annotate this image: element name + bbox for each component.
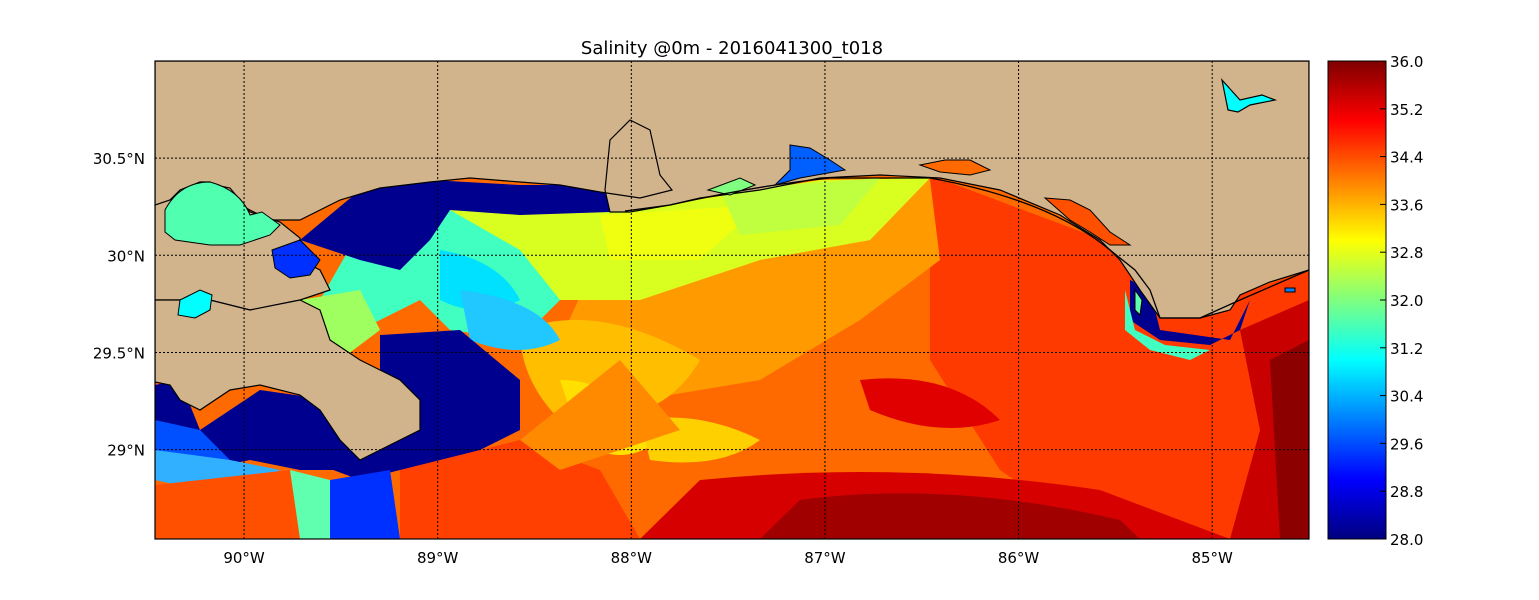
y-tick-label: 30.5°N (93, 150, 145, 168)
colorbar-tick-label: 33.6 (1390, 196, 1423, 214)
colorbar-tick-label: 31.2 (1390, 340, 1423, 358)
x-tick-label: 87°W (804, 549, 846, 567)
y-tick-label: 29.5°N (93, 344, 145, 362)
colorbar-bar (1327, 60, 1387, 540)
x-tick-label: 88°W (611, 549, 653, 567)
colorbar-tick-label: 34.4 (1390, 149, 1423, 167)
x-axis-ticks: 90°W 89°W 88°W 87°W 86°W 85°W (223, 549, 1233, 567)
x-tick-label: 90°W (223, 549, 265, 567)
gridlines (155, 61, 1309, 539)
colorbar-tick-label: 32.8 (1390, 244, 1423, 262)
x-tick-label: 89°W (417, 549, 459, 567)
coastline-central (624, 177, 930, 212)
inland-water (164, 144, 1296, 319)
salinity-field (155, 130, 1309, 539)
colorbar-tick-label: 29.6 (1390, 435, 1423, 453)
colorbar-ticks: 28.0 28.8 29.6 30.4 31.2 32.0 32.8 33.6 34.4 35.2… (1380, 53, 1423, 549)
colorbar-tick-label: 28.0 (1390, 531, 1423, 549)
y-axis-ticks: 30.5°N 30°N 29.5°N 29°N (93, 150, 145, 459)
y-tick-label: 29°N (107, 442, 145, 460)
colorbar-tick-label: 30.4 (1390, 388, 1423, 406)
map-frame (154, 60, 1310, 540)
colorbar-tick-label: 36.0 (1390, 53, 1423, 71)
x-tick-label: 85°W (1191, 549, 1233, 567)
y-tick-label: 30°N (107, 247, 145, 265)
colorbar: 28.0 28.8 29.6 30.4 31.2 32.0 32.8 33.6 34.4 35.2… (1327, 53, 1423, 549)
map-panel (155, 61, 1309, 539)
colorbar-tick-label: 35.2 (1390, 101, 1423, 119)
x-tick-label: 86°W (998, 549, 1040, 567)
colorbar-tick-label: 28.8 (1390, 483, 1423, 501)
colorbar-tick-label: 32.0 (1390, 292, 1423, 310)
chart-title: Salinity @0m - 2016041300_t018 (581, 38, 883, 59)
coastline-east (929, 177, 1309, 319)
